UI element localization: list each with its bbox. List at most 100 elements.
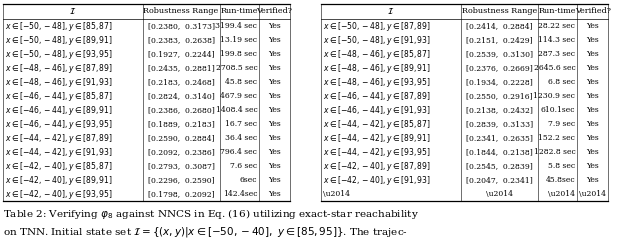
Text: $x \in [-44, -42], y \in [87, 89]$: $x \in [-44, -42], y \in [87, 89]$ xyxy=(5,132,113,145)
Text: Yes: Yes xyxy=(586,78,599,86)
Text: 1230.9 sec: 1230.9 sec xyxy=(534,92,575,100)
Text: $\mathcal{I}$: $\mathcal{I}$ xyxy=(69,7,77,16)
Text: \u2014: \u2014 xyxy=(579,190,606,198)
Text: on TNN. Initial state set $\mathcal{I} = \{(x, y)|x \in [-50, -40],\ y \in [85, : on TNN. Initial state set $\mathcal{I} =… xyxy=(3,225,408,239)
Text: $x \in [-46, -44], y \in [85, 87]$: $x \in [-46, -44], y \in [85, 87]$ xyxy=(5,90,113,103)
Text: 7.6 sec: 7.6 sec xyxy=(230,162,257,170)
Text: 7.9 sec: 7.9 sec xyxy=(548,120,575,128)
Text: \u2014: \u2014 xyxy=(323,190,350,198)
Text: Yes: Yes xyxy=(268,190,281,198)
Text: Table 2: Verifying $\varphi_8$ against NNCS in Eq. (16) utilizing exact-star rea: Table 2: Verifying $\varphi_8$ against N… xyxy=(3,207,419,221)
Text: Yes: Yes xyxy=(268,50,281,58)
Text: 3199.4 sec: 3199.4 sec xyxy=(216,22,257,30)
Text: $x \in [-48, -46], y \in [89, 91]$: $x \in [-48, -46], y \in [89, 91]$ xyxy=(323,62,431,75)
Text: [0.2545,  0.2839]: [0.2545, 0.2839] xyxy=(466,162,532,170)
Text: Yes: Yes xyxy=(268,78,281,86)
Text: [0.1889,  0.2183]: [0.1889, 0.2183] xyxy=(148,120,214,128)
Text: [0.2824,  0.3140]: [0.2824, 0.3140] xyxy=(148,92,214,100)
Text: $x \in [-50, -48], y \in [89, 91]$: $x \in [-50, -48], y \in [89, 91]$ xyxy=(5,34,113,47)
Text: Verified?: Verified? xyxy=(575,7,611,15)
Text: 36.4 sec: 36.4 sec xyxy=(225,134,257,142)
Text: 45.8 sec: 45.8 sec xyxy=(225,78,257,86)
Text: $x \in [-46, -44], y \in [89, 91]$: $x \in [-46, -44], y \in [89, 91]$ xyxy=(5,104,113,117)
Text: [0.2590,  0.2884]: [0.2590, 0.2884] xyxy=(148,134,214,142)
Text: 6.8 sec: 6.8 sec xyxy=(548,78,575,86)
Text: Yes: Yes xyxy=(268,22,281,30)
Text: [0.2296,  0.2590]: [0.2296, 0.2590] xyxy=(148,176,214,184)
Text: $x \in [-50, -48], y \in [93, 95]$: $x \in [-50, -48], y \in [93, 95]$ xyxy=(5,48,113,61)
Text: 467.9 sec: 467.9 sec xyxy=(220,92,257,100)
Text: 2708.5 sec: 2708.5 sec xyxy=(216,64,257,72)
Text: 6sec: 6sec xyxy=(240,176,257,184)
Text: [0.2047,  0.2341]: [0.2047, 0.2341] xyxy=(466,176,532,184)
Text: [0.2550,  0.2916]: [0.2550, 0.2916] xyxy=(466,92,532,100)
Text: Yes: Yes xyxy=(586,64,599,72)
Text: $x \in [-50, -48], y \in [87, 89]$: $x \in [-50, -48], y \in [87, 89]$ xyxy=(323,20,431,33)
Text: [0.2151,  0.2429]: [0.2151, 0.2429] xyxy=(466,36,532,44)
Text: Robustness Range: Robustness Range xyxy=(143,7,219,15)
Text: Run-time: Run-time xyxy=(221,7,258,15)
Text: $x \in [-42, -40], y \in [93, 95]$: $x \in [-42, -40], y \in [93, 95]$ xyxy=(5,187,113,201)
Text: [0.2376,  0.2669]: [0.2376, 0.2669] xyxy=(466,64,532,72)
Text: [0.2138,  0.2432]: [0.2138, 0.2432] xyxy=(466,106,532,114)
Text: $x \in [-46, -44], y \in [91, 93]$: $x \in [-46, -44], y \in [91, 93]$ xyxy=(323,104,431,117)
Text: $x \in [-46, -44], y \in [93, 95]$: $x \in [-46, -44], y \in [93, 95]$ xyxy=(5,118,113,131)
Text: $x \in [-48, -46], y \in [93, 95]$: $x \in [-48, -46], y \in [93, 95]$ xyxy=(323,76,431,89)
Text: 114.3 sec: 114.3 sec xyxy=(538,36,575,44)
Text: [0.2183,  0.2468]: [0.2183, 0.2468] xyxy=(148,78,214,86)
Text: 1282.8 sec: 1282.8 sec xyxy=(534,148,575,156)
Text: $x \in [-42, -40], y \in [87, 89]$: $x \in [-42, -40], y \in [87, 89]$ xyxy=(323,160,431,173)
Text: 142.4sec: 142.4sec xyxy=(223,190,257,198)
Text: 796.4 sec: 796.4 sec xyxy=(220,148,257,156)
Text: $\mathcal{I}$: $\mathcal{I}$ xyxy=(387,7,395,16)
Text: Yes: Yes xyxy=(586,120,599,128)
Text: $x \in [-42, -40], y \in [85, 87]$: $x \in [-42, -40], y \in [85, 87]$ xyxy=(5,160,113,173)
Text: $x \in [-50, -48], y \in [91, 93]$: $x \in [-50, -48], y \in [91, 93]$ xyxy=(323,34,431,47)
Text: $x \in [-44, -42], y \in [89, 91]$: $x \in [-44, -42], y \in [89, 91]$ xyxy=(323,132,431,145)
Text: 199.8 sec: 199.8 sec xyxy=(220,50,257,58)
Text: 28.22 sec: 28.22 sec xyxy=(538,22,575,30)
Text: [0.1927,  0.2244]: [0.1927, 0.2244] xyxy=(148,50,214,58)
Text: [0.2435,  0.2881]: [0.2435, 0.2881] xyxy=(148,64,214,72)
Text: \u2014: \u2014 xyxy=(486,190,513,198)
Text: [0.2383,  0.2638]: [0.2383, 0.2638] xyxy=(148,36,214,44)
Text: [0.2341,  0.2635]: [0.2341, 0.2635] xyxy=(466,134,532,142)
Text: Run-time: Run-time xyxy=(539,7,576,15)
Text: [0.2414,  0.2884]: [0.2414, 0.2884] xyxy=(466,22,532,30)
Text: $x \in [-44, -42], y \in [91, 93]$: $x \in [-44, -42], y \in [91, 93]$ xyxy=(5,146,113,159)
Text: Yes: Yes xyxy=(586,148,599,156)
Text: 5.8 sec: 5.8 sec xyxy=(548,162,575,170)
Text: $x \in [-46, -44], y \in [87, 89]$: $x \in [-46, -44], y \in [87, 89]$ xyxy=(323,90,431,103)
Text: Yes: Yes xyxy=(268,36,281,44)
Text: Yes: Yes xyxy=(586,50,599,58)
Text: Yes: Yes xyxy=(268,148,281,156)
Text: [0.2839,  0.3133]: [0.2839, 0.3133] xyxy=(466,120,532,128)
Text: Yes: Yes xyxy=(586,92,599,100)
Text: Yes: Yes xyxy=(586,22,599,30)
Text: 2645.6 sec: 2645.6 sec xyxy=(534,64,575,72)
Text: Yes: Yes xyxy=(268,162,281,170)
Text: $x \in [-48, -46], y \in [87, 89]$: $x \in [-48, -46], y \in [87, 89]$ xyxy=(5,62,113,75)
Text: [0.2380,  0.3173]: [0.2380, 0.3173] xyxy=(148,22,214,30)
Text: 152.2 sec: 152.2 sec xyxy=(538,134,575,142)
Text: [0.2092,  0.2386]: [0.2092, 0.2386] xyxy=(148,148,214,156)
Text: 13.19 sec: 13.19 sec xyxy=(220,36,257,44)
Text: Yes: Yes xyxy=(268,64,281,72)
Text: 16.7 sec: 16.7 sec xyxy=(225,120,257,128)
Text: Yes: Yes xyxy=(268,134,281,142)
Text: Yes: Yes xyxy=(586,176,599,184)
Text: $x \in [-44, -42], y \in [85, 87]$: $x \in [-44, -42], y \in [85, 87]$ xyxy=(323,118,431,131)
Text: Robustness Range: Robustness Range xyxy=(461,7,537,15)
Text: $x \in [-42, -40], y \in [89, 91]$: $x \in [-42, -40], y \in [89, 91]$ xyxy=(5,174,113,187)
Text: Yes: Yes xyxy=(268,106,281,114)
Text: 1408.4 sec: 1408.4 sec xyxy=(216,106,257,114)
Text: Yes: Yes xyxy=(268,92,281,100)
Text: $x \in [-44, -42], y \in [93, 95]$: $x \in [-44, -42], y \in [93, 95]$ xyxy=(323,146,431,159)
Text: 287.3 sec: 287.3 sec xyxy=(538,50,575,58)
Text: $x \in [-48, -46], y \in [91, 93]$: $x \in [-48, -46], y \in [91, 93]$ xyxy=(5,76,113,89)
Text: $x \in [-42, -40], y \in [91, 93]$: $x \in [-42, -40], y \in [91, 93]$ xyxy=(323,174,431,187)
Text: Yes: Yes xyxy=(586,162,599,170)
Text: [0.2539,  0.3130]: [0.2539, 0.3130] xyxy=(466,50,532,58)
Text: [0.1934,  0.2228]: [0.1934, 0.2228] xyxy=(466,78,532,86)
Text: 610.1sec: 610.1sec xyxy=(541,106,575,114)
